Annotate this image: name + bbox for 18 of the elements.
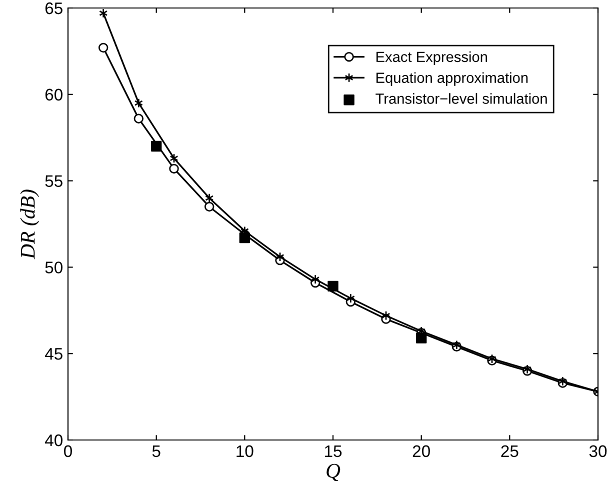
y-tick-label: 65 [45,2,62,14]
x-tick-label: 25 [501,445,518,458]
y-tick-label: 45 [44,348,62,360]
y-tick-label: 50 [45,262,62,274]
x-axis-title: Q [326,464,340,482]
x-tick-label: 10 [236,445,254,458]
legend-label: Exact Expression [376,51,488,65]
y-tick-label: 40 [44,434,62,446]
y-tick-label: 60 [45,88,62,101]
x-tick-label: 5 [152,445,160,458]
x-tick-label: 0 [64,445,72,458]
legend-label: Equation approximation [376,72,528,86]
x-tick-label: 15 [325,445,342,458]
x-tick-label: 20 [412,445,430,458]
x-tick-label: 30 [589,445,607,458]
y-tick-label: 55 [45,175,62,188]
legend-label: Transistor−level simulation [376,93,547,104]
y-axis-title: DR (dB) [20,190,40,260]
